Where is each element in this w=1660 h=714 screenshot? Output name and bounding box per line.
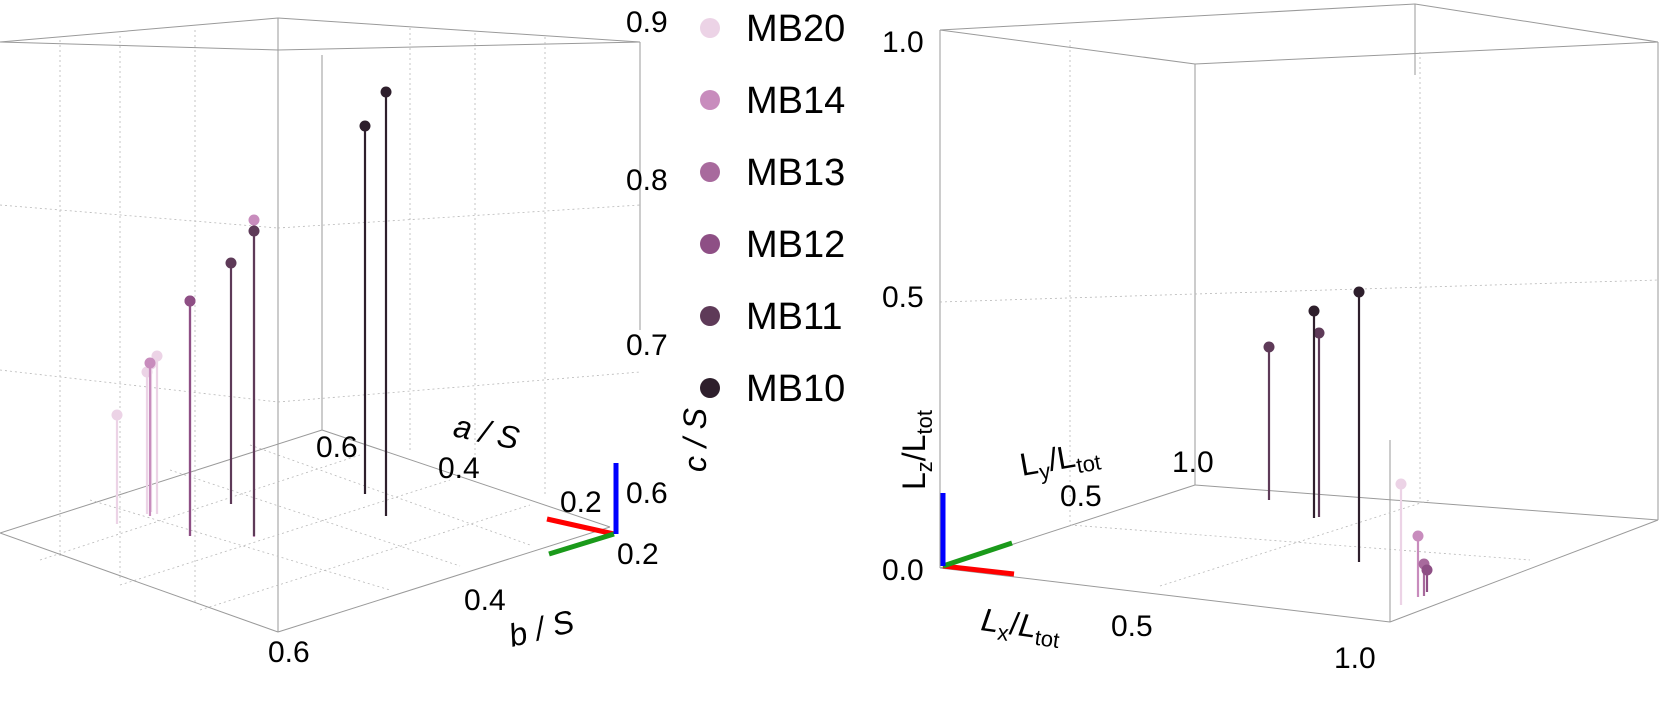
right-y-tick-1.0: 1.0 [1172, 446, 1214, 479]
right-ylabel-denominator-sub: tot [1074, 449, 1102, 478]
left-z-tick-0.8: 0.8 [626, 164, 668, 197]
left-axis-b-line [548, 531, 615, 557]
legend-marker-mb13 [700, 162, 720, 182]
left-tick-labels: 0.9 0.8 0.7 0.6 0.6 0.4 0.2 0.2 0.4 0.6 [268, 6, 668, 669]
left-point-mb20-1 [151, 350, 163, 362]
right-data-stems [1263, 286, 1433, 605]
right-point-mb12-0 [1421, 564, 1433, 576]
left-a-tick-0.6: 0.6 [316, 431, 358, 464]
legend-label-mb13: MB13 [746, 152, 845, 194]
right-x-tick-0.5: 0.5 [1111, 610, 1153, 643]
left-panel: 0.9 0.8 0.7 0.6 0.6 0.4 0.2 0.2 0.4 0.6 … [0, 6, 713, 669]
legend-label-mb11: MB11 [746, 296, 842, 338]
left-axis-a-line [546, 516, 615, 537]
right-zlabel-sub: z [912, 461, 937, 472]
left-point-mb14-1 [248, 214, 260, 226]
right-z-tick-1.0: 1.0 [882, 26, 924, 59]
left-b-tick-0.6: 0.6 [268, 636, 310, 669]
legend-marker-mb14 [700, 90, 720, 110]
right-xlabel-denominator-sub: tot [1033, 625, 1061, 653]
right-xlabel-sub: x [996, 620, 1010, 646]
left-a-tick-0.2: 0.2 [560, 486, 602, 519]
right-axis-x-line [942, 563, 1015, 577]
legend-marker-mb20 [700, 18, 720, 38]
legend-label-mb10: MB10 [746, 368, 845, 410]
left-z-tick-0.6: 0.6 [626, 477, 668, 510]
left-data-stems [111, 86, 392, 537]
right-point-mb10-0 [1308, 305, 1320, 317]
right-point-mb10-1 [1353, 286, 1365, 298]
left-point-mb14-0 [144, 357, 156, 369]
legend-item-mb11: MB11 [700, 296, 842, 338]
legend: MB20 MB14 MB13 MB12 MB11 MB10 [700, 8, 845, 410]
legend-label-mb20: MB20 [746, 8, 845, 50]
right-tick-labels: 1.0 0.5 0.0 0.5 1.0 0.5 1.0 [882, 26, 1376, 675]
right-orientation-axes [940, 493, 1015, 577]
right-ylabel-denominator: L [1054, 438, 1078, 477]
right-ylabel-sub: y [1037, 458, 1052, 485]
right-zlabel-denominator: L [896, 435, 932, 453]
right-zlabel-denominator-sub: tot [912, 410, 937, 434]
legend-item-mb13: MB13 [700, 152, 845, 194]
right-ylabel: Ly/Ltot [1017, 434, 1103, 488]
right-point-mb20-0 [1395, 478, 1407, 490]
right-axis-labels: Lz/Ltot Ly/Ltot Lx/Ltot [896, 410, 1103, 653]
right-x-tick-1.0: 1.0 [1334, 642, 1376, 675]
right-panel-box [939, 3, 1659, 623]
legend-label-mb12: MB12 [746, 224, 845, 266]
right-zlabel-main: L [896, 472, 932, 490]
left-z-tick-0.7: 0.7 [626, 329, 668, 362]
left-a-tick-0.4: 0.4 [438, 452, 480, 485]
legend-marker-mb10 [700, 378, 720, 398]
right-point-mb11-0 [1263, 341, 1275, 353]
right-xlabel: Lx/Ltot [978, 601, 1063, 653]
left-point-mb11-0 [225, 257, 237, 269]
right-zlabel: Lz/Ltot [896, 410, 937, 490]
right-z-tick-0.5: 0.5 [882, 281, 924, 314]
right-panel: 1.0 0.5 0.0 0.5 1.0 0.5 1.0 Lz/Ltot Ly/L… [882, 3, 1659, 675]
right-point-mb14-0 [1412, 530, 1424, 542]
left-zlabel: c / S [677, 408, 713, 472]
legend-marker-mb11 [700, 306, 720, 326]
left-z-tick-0.9: 0.9 [626, 6, 668, 39]
left-xlabel: b / S [505, 603, 578, 654]
right-point-mb11-1 [1313, 327, 1325, 339]
left-panel-grid [0, 28, 641, 611]
right-zlabel-slash: / [896, 452, 932, 461]
legend-label-mb14: MB14 [746, 80, 845, 122]
left-point-mb12-0 [184, 295, 196, 307]
left-point-mb10-0 [359, 120, 371, 132]
left-point-mb11-1 [248, 225, 260, 237]
left-point-mb10-1 [380, 86, 392, 98]
right-y-tick-0.5: 0.5 [1060, 480, 1102, 513]
left-b-tick-0.4: 0.4 [464, 584, 506, 617]
legend-item-mb10: MB10 [700, 368, 845, 410]
left-orientation-axes [546, 463, 619, 557]
legend-item-mb14: MB14 [700, 80, 845, 122]
right-ylabel-main: L [1017, 444, 1041, 483]
right-xlabel-main: L [979, 601, 1002, 639]
right-axis-y-line [942, 540, 1013, 569]
left-panel-box [0, 17, 641, 633]
left-point-mb20-3 [111, 409, 123, 421]
right-panel-grid [939, 40, 1659, 587]
left-ylabel: a / S [451, 408, 523, 457]
right-xlabel-denominator: L [1016, 607, 1039, 645]
legend-item-mb12: MB12 [700, 224, 845, 266]
right-z-tick-0.0: 0.0 [882, 554, 924, 587]
left-b-tick-0.2: 0.2 [617, 538, 659, 571]
legend-item-mb20: MB20 [700, 8, 845, 50]
legend-marker-mb12 [700, 234, 720, 254]
